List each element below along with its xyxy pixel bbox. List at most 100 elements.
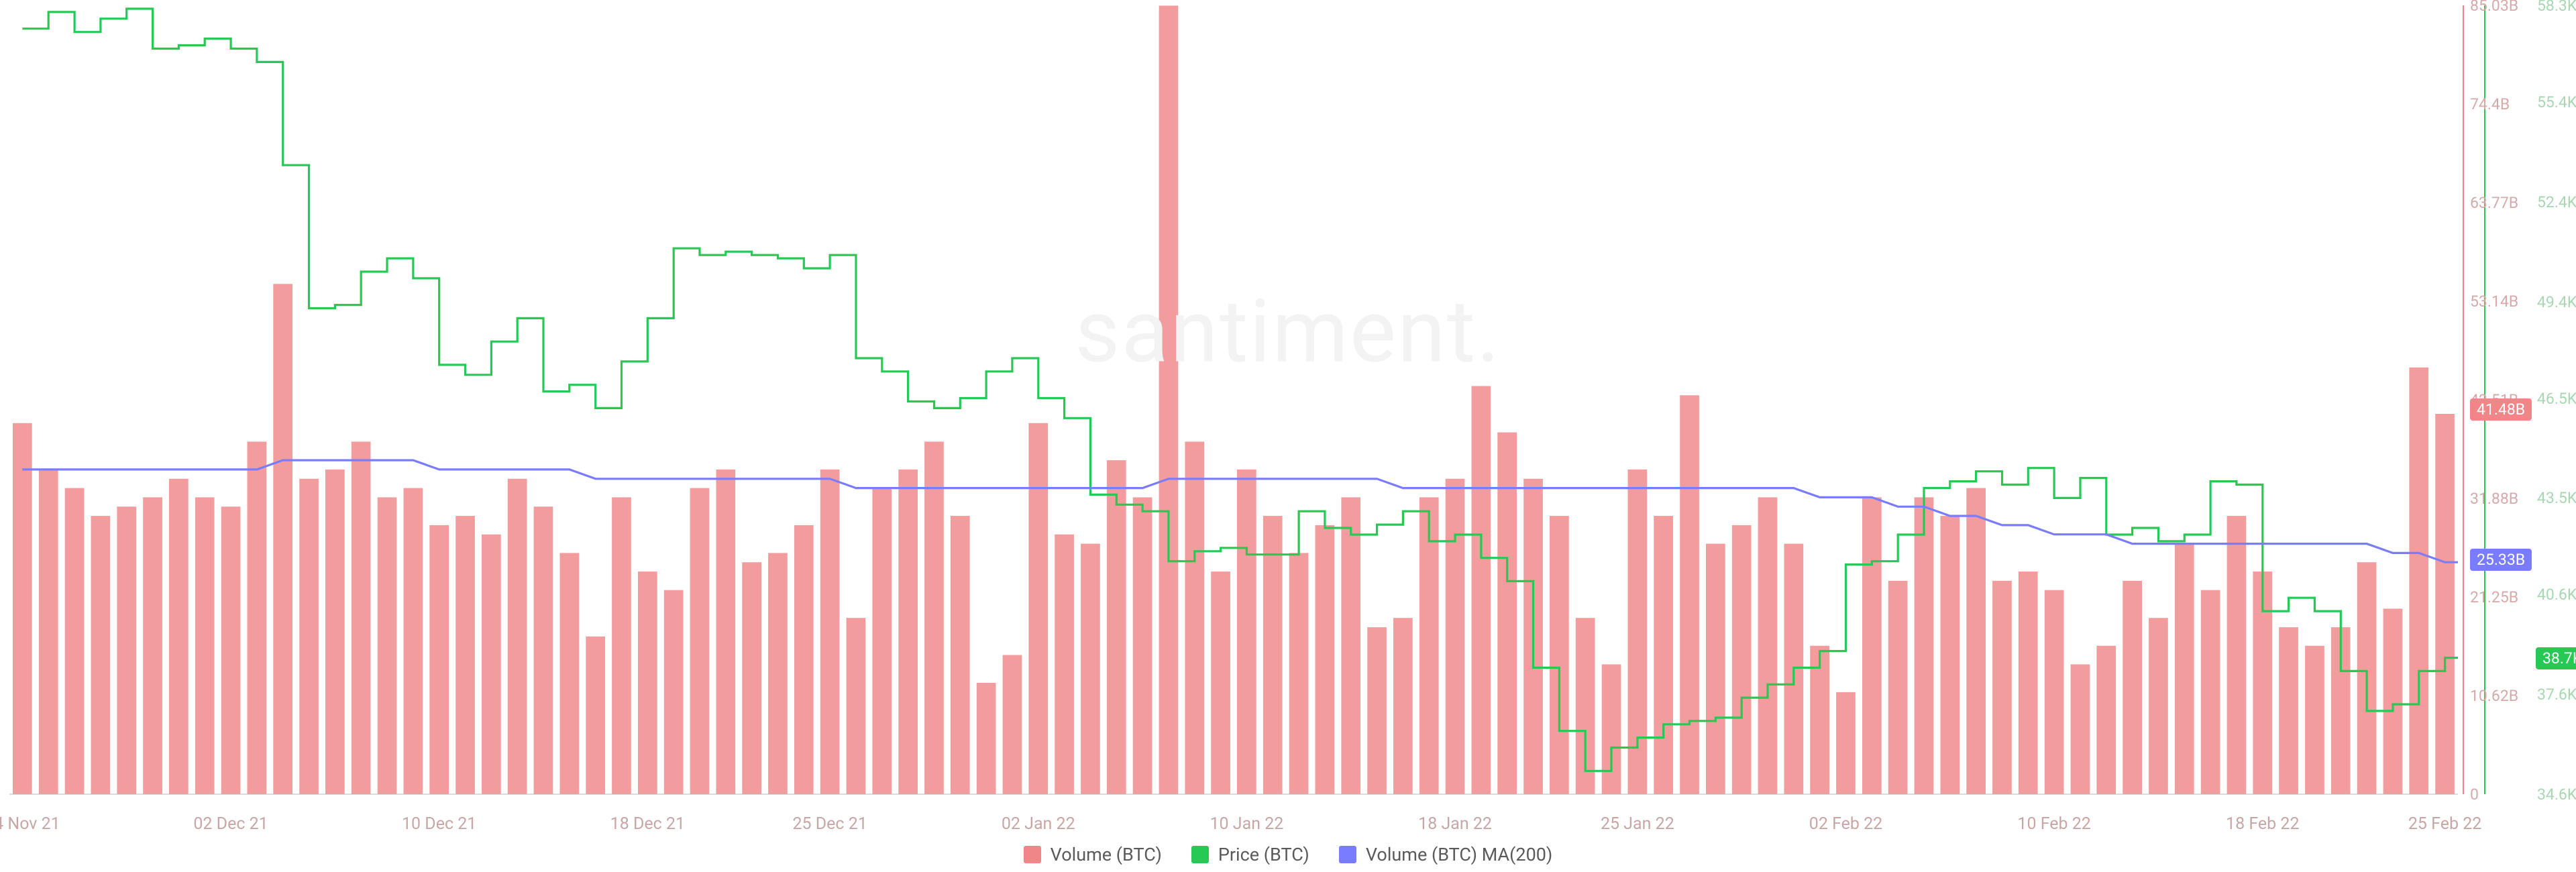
- volume-bar: [1316, 525, 1335, 794]
- x-axis-label: 18 Dec 21: [610, 814, 685, 834]
- volume-bar: [117, 506, 136, 794]
- price-current-badge: 38.7K: [2536, 647, 2576, 669]
- volume-bar: [1602, 664, 1621, 794]
- volume-bar: [2149, 618, 2168, 794]
- volume-bar: [1341, 497, 1360, 794]
- volume-bar: [352, 441, 371, 794]
- volume-bar: [977, 683, 996, 794]
- volume-bar: [1289, 553, 1309, 794]
- volume-bar: [1862, 497, 1882, 794]
- price-axis-tick: 46.5K: [2537, 390, 2576, 408]
- volume-bar: [2096, 646, 2116, 794]
- price-axis-tick: 58.3K: [2537, 0, 2576, 15]
- legend-swatch: [1191, 846, 1209, 863]
- volume-bar: [2045, 590, 2064, 794]
- volume-bar: [91, 516, 111, 794]
- volume-bar: [820, 470, 840, 794]
- volume-axis-tick: 0: [2470, 785, 2479, 804]
- volume-bar: [2019, 571, 2038, 794]
- volume-bar: [2435, 414, 2455, 794]
- x-axis-label: 25 Jan 22: [1601, 814, 1674, 834]
- volume-bar: [586, 637, 605, 794]
- x-axis-label: 02 Feb 22: [1809, 814, 1882, 834]
- volume-axis-tick: 21.25B: [2470, 588, 2518, 606]
- volume-bar: [1107, 460, 1126, 794]
- legend-label: Volume (BTC) MA(200): [1366, 844, 1553, 865]
- volume-bar: [1915, 497, 1934, 794]
- legend-label: Volume (BTC): [1051, 844, 1162, 865]
- price-axis-tick: 55.4K: [2537, 93, 2576, 111]
- legend-label: Price (BTC): [1218, 844, 1309, 865]
- x-axis-label: 02 Jan 22: [1002, 814, 1075, 834]
- volume-bar: [664, 590, 684, 794]
- volume-bar: [1966, 488, 1986, 794]
- volume-bar: [612, 497, 631, 794]
- volume-bar: [2123, 581, 2142, 794]
- volume-bar: [560, 553, 580, 794]
- legend-swatch: [1024, 846, 1041, 863]
- volume-bar: [1472, 386, 1491, 795]
- volume-bar: [404, 488, 423, 794]
- volume-bar: [13, 423, 32, 794]
- volume-bar: [169, 479, 189, 794]
- volume-bar: [2305, 646, 2324, 794]
- chart-svg: [0, 0, 2576, 872]
- volume-bar: [924, 441, 944, 794]
- btc-volume-price-chart: santiment. 24 Nov 2102 Dec 2110 Dec 2118…: [0, 0, 2576, 872]
- volume-bar: [1185, 441, 1204, 794]
- volume-bar: [1133, 497, 1152, 794]
- volume-bar: [1159, 5, 1179, 794]
- volume-bar: [195, 497, 215, 794]
- x-axis-label: 25 Dec 21: [792, 814, 867, 834]
- price-axis-tick: 37.6K: [2537, 686, 2576, 704]
- volume-bar: [1680, 395, 1699, 794]
- volume-bar: [1941, 516, 1960, 794]
- legend-swatch: [1339, 846, 1356, 863]
- volume-bar: [508, 479, 527, 794]
- volume-bar: [768, 553, 788, 794]
- volume-bar: [1758, 497, 1778, 794]
- x-axis-label: 18 Feb 22: [2226, 814, 2299, 834]
- chart-legend: Volume (BTC) Price (BTC) Volume (BTC) MA(2…: [0, 844, 2576, 868]
- price-axis-tick: 49.4K: [2537, 293, 2576, 311]
- ma-current-badge: 25.33B: [2470, 549, 2532, 571]
- volume-bar: [1237, 470, 1256, 794]
- volume-bar: [2201, 590, 2220, 794]
- price-axis-tick: 43.5K: [2537, 489, 2576, 507]
- volume-axis-tick: 10.62B: [2470, 687, 2518, 705]
- price-axis-tick: 40.6K: [2537, 586, 2576, 604]
- volume-bar: [248, 441, 267, 794]
- volume-bar: [273, 284, 292, 794]
- volume-bar: [716, 470, 736, 794]
- volume-bar: [1081, 544, 1100, 794]
- volume-bar: [1003, 655, 1022, 795]
- legend-item: Volume (BTC): [1024, 844, 1162, 865]
- volume-bar: [1055, 535, 1074, 794]
- volume-bar: [1550, 516, 1569, 794]
- volume-bar: [1706, 544, 1725, 794]
- volume-bar: [951, 516, 970, 794]
- x-axis-label: 02 Dec 21: [193, 814, 268, 834]
- volume-axis-tick: 63.77B: [2470, 194, 2518, 212]
- volume-bar: [1654, 516, 1673, 794]
- volume-bar: [690, 488, 710, 794]
- volume-bar: [325, 470, 345, 794]
- x-axis-label: 18 Jan 22: [1418, 814, 1492, 834]
- price-axis-tick: 34.6K: [2537, 785, 2576, 804]
- volume-bar: [1028, 423, 1048, 794]
- volume-bar: [2279, 627, 2298, 794]
- volume-axis-tick: 74.4B: [2470, 95, 2510, 113]
- volume-bar: [1393, 618, 1413, 794]
- volume-bar: [2175, 544, 2194, 794]
- x-axis-label: 25 Feb 22: [2408, 814, 2481, 834]
- volume-bar: [2071, 664, 2090, 794]
- volume-bar: [221, 506, 241, 794]
- legend-item: Volume (BTC) MA(200): [1339, 844, 1553, 865]
- x-axis-label: 10 Dec 21: [402, 814, 476, 834]
- volume-bar: [1836, 692, 1856, 794]
- volume-bar: [1211, 571, 1230, 794]
- volume-bar: [2409, 368, 2428, 794]
- volume-bar: [847, 618, 866, 794]
- volume-bar: [534, 506, 553, 794]
- volume-axis-tick: 31.88B: [2470, 490, 2518, 508]
